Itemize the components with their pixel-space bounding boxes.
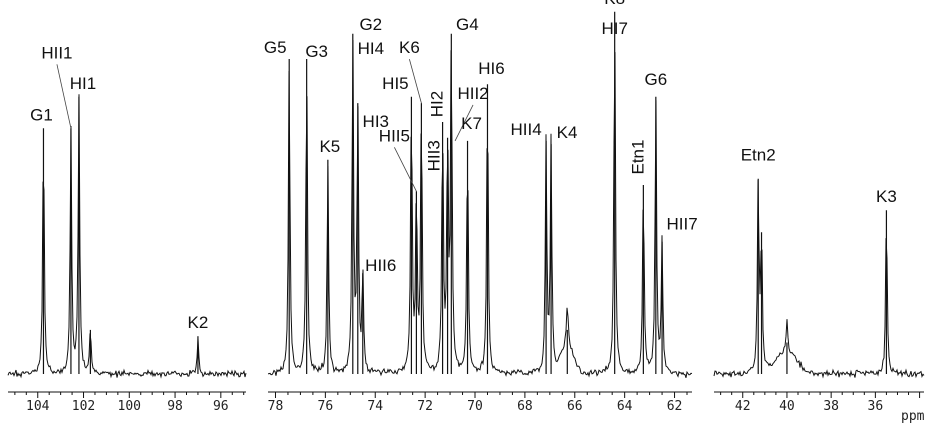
peak-label: HI2 <box>428 91 447 117</box>
peak-label: K7 <box>461 114 482 133</box>
peak-label: HI7 <box>601 19 627 38</box>
peak-label: G5 <box>264 38 287 57</box>
peak-label: HII7 <box>666 215 697 234</box>
label-leader-line <box>454 104 474 142</box>
x-tick-label: 78 <box>268 399 284 414</box>
peak-label: HI6 <box>478 59 504 78</box>
spectrum-panels: 104 102 100 98 96 G1 HII1 HI1 K2 78 76 74 72 70 68 66 64… <box>7 0 925 414</box>
peak-label: HII6 <box>365 256 396 275</box>
spectrum-trace <box>7 94 247 379</box>
peak-label: G2 <box>359 15 382 34</box>
x-tick-label: 36 <box>868 399 884 414</box>
x-tick-label: 66 <box>567 399 583 414</box>
x-tick-label: 42 <box>735 399 751 414</box>
x-tick-label: 70 <box>467 399 483 414</box>
label-leader-line <box>409 58 422 104</box>
peak-label: Etn2 <box>741 146 776 165</box>
peak-label: HI1 <box>70 74 96 93</box>
x-tick-label: 102 <box>72 399 95 414</box>
x-tick-label: 104 <box>26 399 50 414</box>
peak-label: HII5 <box>379 126 410 145</box>
peak-label: K4 <box>557 123 578 142</box>
peak-label: K8 <box>604 0 625 8</box>
x-tick-label: 76 <box>318 399 334 414</box>
x-tick-label: 98 <box>167 399 183 414</box>
peak-label: HI5 <box>382 74 408 93</box>
x-tick-label: 38 <box>823 399 839 414</box>
peak-label: HII2 <box>457 84 488 103</box>
peak-label: K2 <box>188 313 209 332</box>
peak-label: HII3 <box>425 140 444 171</box>
x-tick-label: 62 <box>667 399 683 414</box>
panel-left: 104 102 100 98 96 G1 HII1 HI1 K2 <box>7 43 247 414</box>
x-tick-label: 72 <box>417 399 433 414</box>
x-tick-label: 68 <box>517 399 533 414</box>
x-tick-label: 64 <box>617 399 633 414</box>
x-axis-unit-label: ppm <box>901 409 925 423</box>
x-tick-label: 74 <box>367 399 383 414</box>
spectrum-trace <box>713 179 925 379</box>
label-leader-line <box>56 64 72 129</box>
panel-right: 42 40 38 36 Etn2 K3 <box>713 146 925 414</box>
peak-label: G6 <box>644 70 667 89</box>
peak-label: HI4 <box>358 39 384 58</box>
peak-label: G3 <box>305 42 328 61</box>
spectrum-trace <box>267 39 693 378</box>
x-tick-label: 100 <box>118 399 141 414</box>
x-tick-label: 96 <box>213 399 229 414</box>
peak-label: K3 <box>876 187 897 206</box>
peak-label: Etn1 <box>628 140 647 175</box>
label-leader-line <box>394 147 417 192</box>
peak-label: G4 <box>456 15 479 34</box>
panel-middle: 78 76 74 72 70 68 66 64 62 G5 G3 K5 G2 HI4 HI3 HII6 HI5 H… <box>264 0 698 414</box>
peak-label: K6 <box>399 38 420 57</box>
x-tick-label: 40 <box>779 399 795 414</box>
peak-label: HI3 <box>363 112 389 131</box>
peak-label: K5 <box>319 137 340 156</box>
peak-label: HII1 <box>41 43 72 62</box>
peak-label: HII4 <box>511 120 542 139</box>
peak-label: G1 <box>30 105 53 124</box>
